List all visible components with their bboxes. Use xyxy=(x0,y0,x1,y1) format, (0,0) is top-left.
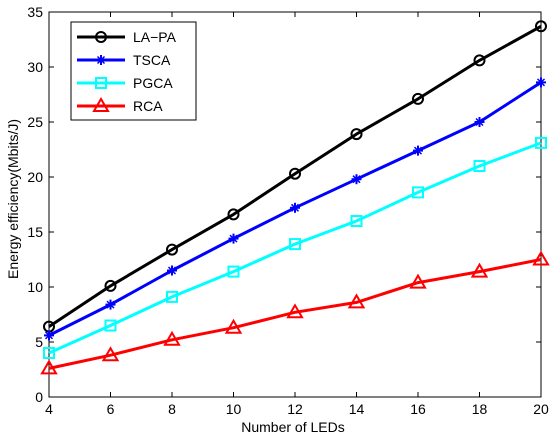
legend-label: TSCA xyxy=(133,52,171,68)
data-point-la-pa xyxy=(412,92,424,105)
data-point-rca xyxy=(470,262,489,278)
data-point-pgca xyxy=(350,215,363,227)
data-point-la-pa xyxy=(166,243,178,256)
y-tick-label: 15 xyxy=(27,224,43,240)
data-point-tsca xyxy=(413,145,423,156)
y-axis-label: Energy efficiency(Mbits/J) xyxy=(5,119,21,279)
data-point-la-pa xyxy=(473,54,486,67)
data-point-pgca xyxy=(535,136,547,149)
star-stroke xyxy=(167,266,177,275)
legend: LA−PA TSCA PGCA RCA xyxy=(70,21,197,121)
series-rca xyxy=(40,250,550,375)
y-tick-label: 30 xyxy=(27,59,43,75)
data-point-pgca xyxy=(104,319,117,332)
legend-marker xyxy=(96,55,106,65)
data-point-tsca xyxy=(290,202,300,213)
data-point-la-pa xyxy=(350,128,363,141)
star-stroke xyxy=(229,234,238,243)
x-tick-label: 20 xyxy=(533,401,549,417)
star-stroke xyxy=(352,175,361,184)
data-point-la-pa xyxy=(227,208,240,221)
data-point-pgca xyxy=(289,238,301,251)
axis-ticks: 4 6 8 10 12 14 16 18 20 0 5 10 15 20 25 30 35 xyxy=(27,4,549,417)
data-point-la-pa xyxy=(104,279,117,292)
data-point-tsca xyxy=(44,330,54,341)
data-point-la-pa xyxy=(289,167,301,180)
x-tick-label: 16 xyxy=(410,401,426,417)
data-point-rca xyxy=(532,250,550,266)
series-tsca xyxy=(44,77,546,341)
legend-item-pgca: PGCA xyxy=(77,75,173,91)
legend-item-rca: RCA xyxy=(77,97,163,114)
data-point-tsca xyxy=(167,265,177,276)
data-point-pgca xyxy=(227,265,240,278)
legend-marker xyxy=(95,77,107,89)
series-la-pa xyxy=(43,20,547,333)
y-tick-label: 25 xyxy=(27,114,43,130)
star-stroke xyxy=(536,78,546,87)
star-stroke xyxy=(290,203,300,212)
data-point-pgca xyxy=(43,347,55,359)
data-point-rca xyxy=(40,359,58,375)
legend-label: LA−PA xyxy=(133,29,177,45)
data-point-rca xyxy=(347,293,366,309)
x-tick-label: 6 xyxy=(107,401,115,417)
x-tick-label: 14 xyxy=(349,401,365,417)
data-point-tsca xyxy=(474,117,485,127)
legend-label: PGCA xyxy=(133,75,173,91)
data-point-tsca xyxy=(228,233,239,244)
data-point-tsca xyxy=(105,299,116,310)
series-line-pgca xyxy=(48,141,542,355)
data-point-la-pa xyxy=(535,20,547,33)
y-tick-label: 10 xyxy=(27,279,43,295)
data-point-rca xyxy=(163,330,181,346)
star-stroke xyxy=(413,146,423,155)
legend-marker xyxy=(95,31,107,43)
data-point-tsca xyxy=(351,174,362,185)
data-point-rca xyxy=(101,346,120,362)
data-point-rca xyxy=(409,273,427,289)
x-axis-label: Number of LEDs xyxy=(241,419,344,435)
data-point-pgca xyxy=(473,160,486,172)
legend-label: RCA xyxy=(133,98,163,114)
x-tick-label: 4 xyxy=(45,401,53,417)
legend-marker xyxy=(92,97,110,112)
legend-item-la-pa: LA−PA xyxy=(77,29,177,45)
x-tick-label: 8 xyxy=(168,401,176,417)
star-stroke xyxy=(106,300,115,309)
star-stroke xyxy=(96,55,106,65)
series-group xyxy=(40,20,550,375)
data-point-rca xyxy=(286,303,304,319)
series-line-rca xyxy=(48,258,542,370)
star-stroke xyxy=(44,331,54,340)
y-tick-label: 0 xyxy=(35,389,43,405)
series-pgca xyxy=(43,136,547,359)
axis-labels: Number of LEDs Energy efficiency(Mbits/J… xyxy=(5,119,345,435)
data-point-pgca xyxy=(412,186,424,199)
y-tick-label: 35 xyxy=(27,4,43,20)
y-tick-label: 5 xyxy=(35,334,43,350)
y-tick-label: 20 xyxy=(27,169,43,185)
x-tick-label: 12 xyxy=(287,401,303,417)
x-tick-label: 10 xyxy=(226,401,242,417)
legend-item-tsca: TSCA xyxy=(77,52,171,68)
data-point-tsca xyxy=(536,77,546,88)
data-point-rca xyxy=(224,318,243,334)
x-tick-label: 18 xyxy=(472,401,488,417)
series-line-la-pa xyxy=(48,24,542,328)
data-point-pgca xyxy=(166,290,178,303)
star-stroke xyxy=(475,117,484,127)
